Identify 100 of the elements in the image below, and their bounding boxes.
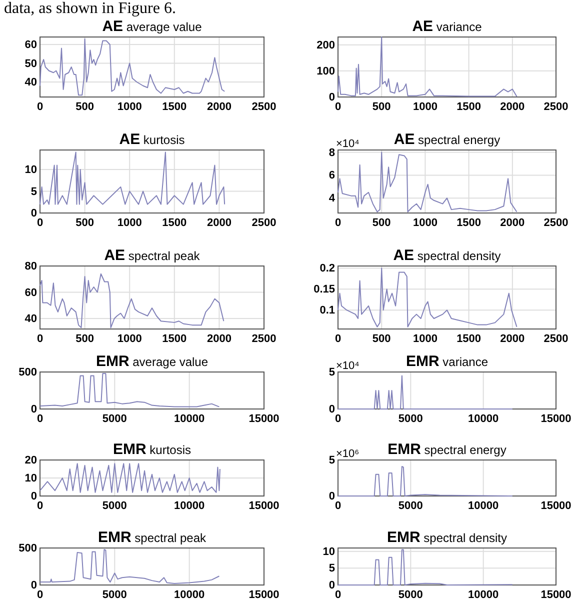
line-series [40, 38, 226, 96]
y-tick-label: 40 [24, 313, 37, 326]
y-tick-label: 10 [322, 546, 335, 558]
x-tick-label: 2000 [206, 216, 232, 229]
x-tick-label: 500 [372, 332, 391, 345]
line-series [338, 466, 513, 496]
x-tick-label: 1000 [117, 332, 142, 345]
x-tick-label: 10000 [174, 412, 205, 425]
x-tick-label: 15000 [540, 412, 572, 425]
x-tick-label: 10000 [468, 500, 499, 512]
chart-title: AE spectral energy [394, 131, 500, 148]
y-tick-label: 0 [30, 404, 37, 416]
x-tick-label: 1500 [456, 100, 482, 113]
line-series [40, 372, 220, 408]
chart-title: EMR spectral energy [388, 441, 506, 458]
chart-title: AE spectral peak [104, 247, 201, 264]
line-series [338, 36, 518, 97]
chart-title: AE spectral density [393, 247, 501, 264]
y-tick-label: 60 [24, 286, 37, 299]
chart-title: AE kurtosis [119, 131, 185, 148]
line-series [40, 152, 226, 205]
x-tick-label: 2000 [206, 100, 232, 113]
x-tick-label: 5000 [102, 412, 127, 425]
y-tick-label: 10 [24, 164, 37, 176]
x-tick-label: 1000 [412, 332, 438, 345]
x-tick-label: 1500 [162, 332, 187, 345]
y-tick-label: 0.15 [314, 284, 335, 296]
x-tick-label: 5000 [102, 588, 127, 601]
y-tick-label: 100 [316, 65, 335, 78]
y-tick-label: 5 [30, 186, 37, 198]
x-tick-label: 2500 [544, 216, 568, 229]
x-tick-label: 15000 [248, 500, 280, 512]
x-tick-label: 5000 [398, 412, 423, 425]
annotation: ×10⁴ [336, 138, 360, 150]
line-series [40, 273, 224, 328]
y-tick-label: 10 [24, 472, 37, 485]
x-tick-label: 15000 [248, 588, 280, 601]
y-tick-label: 500 [18, 366, 37, 379]
y-tick-label: 0 [328, 92, 335, 104]
line-series [40, 463, 220, 493]
x-tick-label: 2500 [252, 100, 276, 113]
annotation: ×10⁴ [336, 360, 360, 372]
x-tick-label: 2000 [206, 332, 232, 345]
y-tick-label: 20 [24, 454, 37, 467]
y-tick-label: 60 [24, 39, 37, 52]
y-tick-label: 0 [328, 580, 335, 592]
x-tick-label: 1000 [117, 100, 142, 113]
x-tick-label: 1500 [162, 100, 187, 113]
chart-title: EMR variance [406, 353, 488, 370]
chart-title: AE variance [412, 18, 482, 35]
x-tick-label: 1000 [117, 216, 142, 229]
line-series [338, 268, 518, 328]
line-series [338, 152, 518, 212]
y-tick-label: 0 [30, 490, 37, 503]
chart-title: AE average value [102, 18, 202, 35]
y-tick-label: 80 [24, 260, 37, 273]
x-tick-label: 10000 [468, 412, 499, 425]
y-tick-label: 50 [24, 58, 37, 70]
y-tick-label: 0 [30, 208, 37, 220]
y-tick-label: 5 [328, 366, 335, 379]
y-tick-label: 4 [328, 192, 336, 205]
line-series [338, 549, 513, 586]
y-tick-label: 0 [328, 404, 335, 416]
chart-title: EMR spectral density [386, 529, 508, 546]
chart-title: EMR spectral peak [98, 529, 208, 546]
x-tick-label: 15000 [540, 500, 572, 512]
x-tick-label: 15000 [248, 412, 280, 425]
y-tick-label: 5 [328, 562, 335, 575]
x-tick-label: 500 [76, 100, 94, 113]
y-tick-label: 0 [30, 580, 37, 592]
y-tick-label: 6 [328, 170, 335, 182]
x-tick-label: 1000 [412, 216, 438, 229]
x-tick-label: 2000 [500, 100, 525, 113]
x-tick-label: 500 [76, 332, 94, 345]
y-tick-label: 500 [18, 542, 37, 555]
x-tick-label: 500 [372, 216, 391, 229]
y-tick-label: 0 [328, 490, 335, 503]
x-tick-label: 10000 [174, 588, 205, 601]
x-tick-label: 1000 [412, 100, 438, 113]
x-tick-label: 5000 [398, 500, 423, 512]
y-tick-label: 200 [316, 39, 335, 52]
y-tick-label: 40 [24, 76, 37, 89]
x-tick-label: 500 [76, 216, 94, 229]
x-tick-label: 2500 [544, 332, 568, 345]
y-tick-label: 0.1 [320, 304, 335, 317]
x-tick-label: 5000 [102, 500, 127, 512]
x-tick-label: 2500 [252, 332, 276, 345]
y-tick-label: 0.2 [320, 262, 335, 275]
chart-title: EMR kurtosis [112, 441, 192, 458]
x-tick-label: 500 [372, 100, 391, 113]
annotation: ×10⁶ [336, 448, 360, 460]
x-tick-label: 1500 [162, 216, 187, 229]
x-tick-label: 1500 [456, 332, 482, 345]
x-tick-label: 10000 [174, 500, 205, 512]
y-tick-label: 8 [328, 146, 335, 159]
x-tick-label: 10000 [468, 588, 499, 601]
line-series [40, 548, 220, 584]
x-tick-label: 5000 [398, 588, 423, 601]
x-tick-label: 2500 [252, 216, 276, 229]
x-tick-label: 15000 [540, 588, 572, 601]
